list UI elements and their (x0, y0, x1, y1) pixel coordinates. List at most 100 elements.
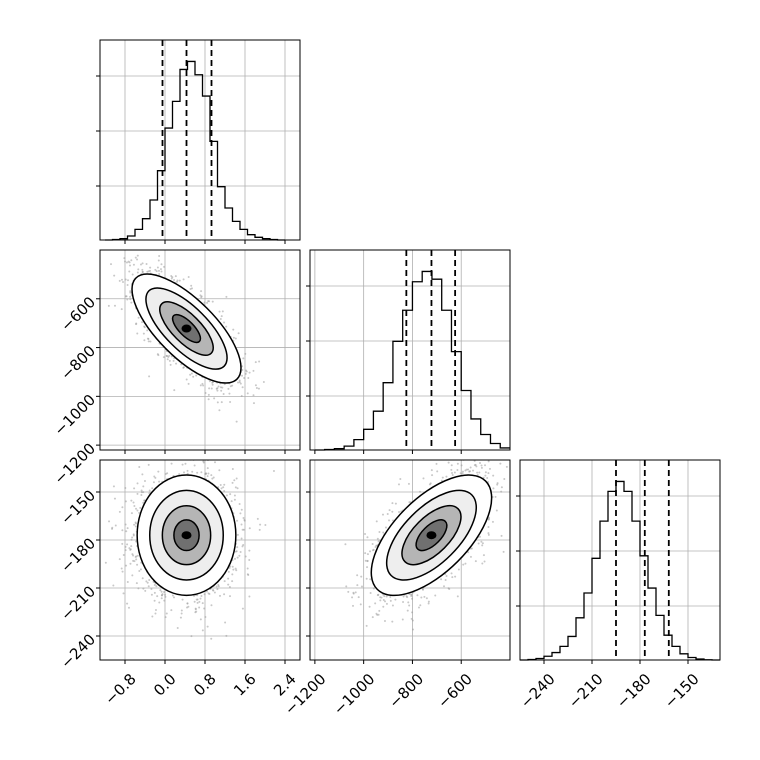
sample-point (384, 526, 387, 529)
sample-point (147, 270, 150, 273)
sample-point (129, 290, 132, 293)
sample-point (110, 263, 113, 266)
sample-point (450, 468, 453, 471)
sample-point (128, 547, 131, 550)
sample-point (196, 471, 199, 474)
sample-point (248, 371, 251, 374)
sample-point (234, 567, 237, 570)
sample-point (126, 527, 129, 530)
sample-point (435, 462, 438, 465)
sample-point (120, 278, 123, 281)
sample-point (228, 392, 231, 395)
sample-point (173, 389, 176, 392)
sample-point (213, 397, 216, 400)
sample-point (207, 393, 210, 396)
sample-point (221, 310, 224, 313)
sample-point (240, 394, 243, 397)
sample-point (430, 469, 433, 472)
sample-point (231, 565, 234, 568)
sample-point (113, 274, 116, 277)
sample-point (215, 387, 218, 390)
sample-point (365, 577, 368, 580)
sample-point (223, 489, 226, 492)
sample-point (474, 560, 477, 563)
sample-point (496, 482, 499, 485)
sample-point (208, 387, 211, 390)
sample-point (112, 485, 115, 488)
sample-point (469, 466, 472, 469)
sample-point (196, 601, 199, 604)
sample-point (379, 596, 382, 599)
sample-point (464, 562, 467, 565)
sample-point (136, 332, 139, 335)
sample-point (243, 376, 246, 379)
sample-point (225, 634, 228, 637)
sample-point (160, 263, 163, 266)
sample-point (217, 583, 220, 586)
panel-frame (99, 459, 301, 661)
sample-point (234, 337, 237, 340)
sample-point (200, 471, 203, 474)
sample-point (408, 604, 411, 607)
sample-point (359, 603, 362, 606)
sample-point (240, 523, 243, 526)
x-tick-label: −0.8 (101, 670, 139, 708)
sample-point (391, 604, 394, 607)
sample-point (255, 386, 258, 389)
sample-point (231, 467, 234, 470)
sample-point (391, 502, 394, 505)
sample-point (130, 545, 133, 548)
sample-point (178, 456, 180, 458)
sample-point (448, 588, 451, 591)
sample-point (186, 606, 189, 609)
sample-point (174, 275, 177, 278)
sample-point (478, 471, 481, 474)
sample-point (402, 595, 405, 598)
sample-point (153, 475, 156, 478)
sample-point (208, 380, 211, 383)
sample-point (139, 263, 142, 266)
sample-point (241, 386, 244, 389)
sample-point (136, 492, 139, 495)
sample-point (377, 593, 380, 596)
panel-frame (309, 249, 511, 451)
sample-point (201, 382, 204, 385)
sample-point (182, 471, 185, 474)
sample-point (160, 597, 163, 600)
sample-point (180, 609, 183, 612)
sample-point (186, 602, 189, 605)
sample-point (170, 274, 173, 277)
sample-point (371, 542, 374, 545)
sample-point (480, 464, 483, 467)
sample-point (499, 462, 502, 465)
sample-point (149, 266, 152, 269)
sample-point (218, 469, 221, 472)
sample-point (476, 444, 478, 446)
sample-point (365, 624, 368, 627)
sample-point (141, 262, 144, 265)
sample-point (203, 607, 206, 610)
y-tick-label: −1200 (50, 439, 99, 488)
sample-point (152, 481, 155, 484)
sample-point (124, 500, 127, 503)
sample-point (225, 295, 228, 298)
sample-point (170, 453, 172, 455)
sample-point (145, 580, 148, 583)
sample-point (153, 591, 156, 594)
sample-point (210, 637, 213, 640)
sample-point (118, 510, 121, 513)
x-tick-label: −600 (434, 670, 476, 712)
sample-point (135, 323, 138, 326)
sample-point (242, 357, 245, 360)
sample-point (233, 494, 236, 497)
sample-point (190, 284, 193, 287)
sample-point (453, 471, 456, 474)
sample-point (369, 591, 372, 594)
sample-point (379, 599, 382, 602)
sample-point (394, 598, 397, 601)
sample-point (406, 609, 409, 612)
sample-point (118, 279, 121, 282)
sample-point (229, 401, 232, 404)
sample-point (129, 298, 132, 301)
